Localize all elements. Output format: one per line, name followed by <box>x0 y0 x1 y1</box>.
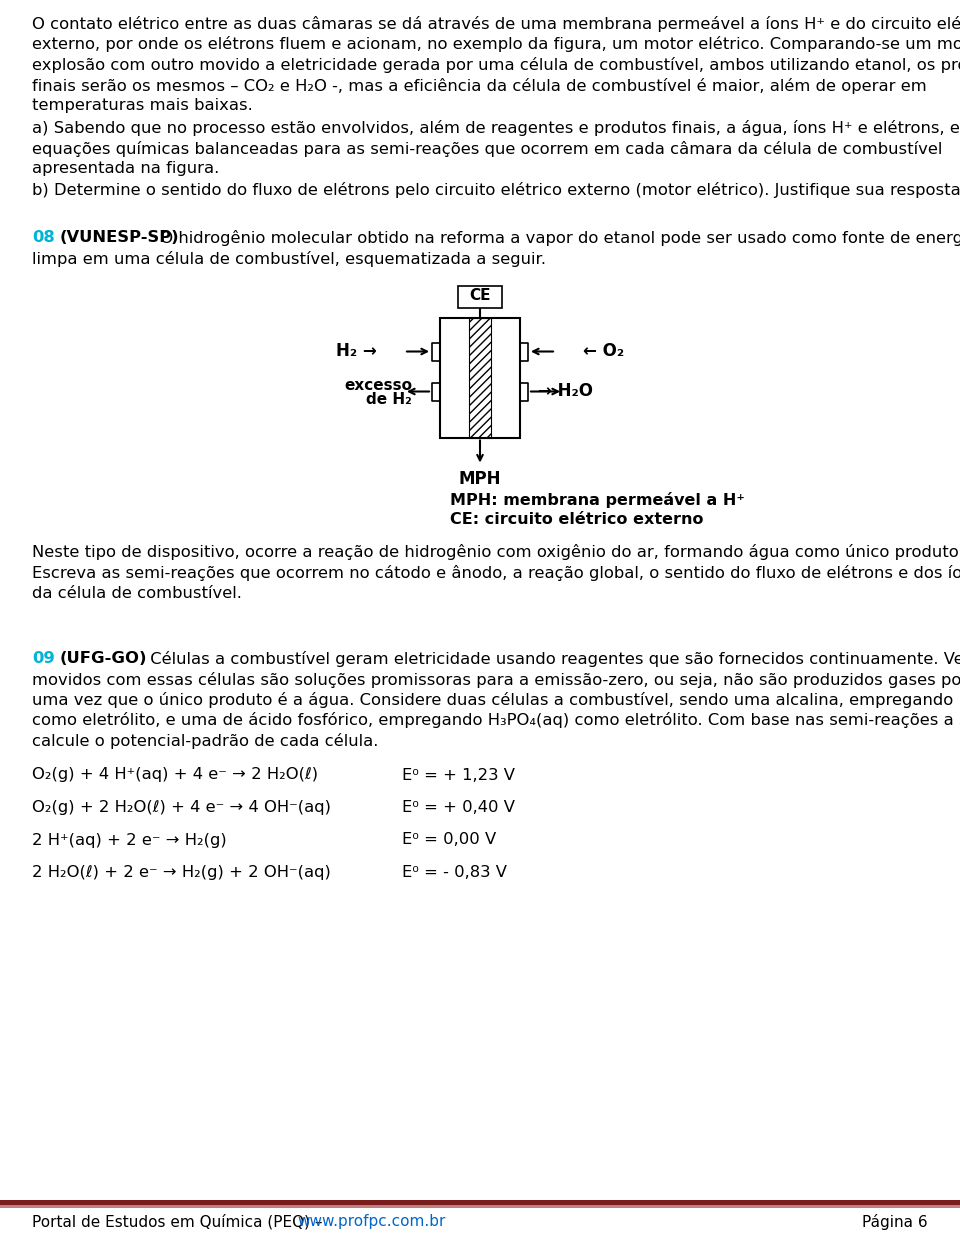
Text: O contato elétrico entre as duas câmaras se dá através de uma membrana permeável: O contato elétrico entre as duas câmaras… <box>32 16 960 32</box>
Text: equações químicas balanceadas para as semi-reações que ocorrem em cada câmara da: equações químicas balanceadas para as se… <box>32 141 943 157</box>
Text: ← O₂: ← O₂ <box>583 341 624 360</box>
Text: Células a combustível geram eletricidade usando reagentes que são fornecidos con: Células a combustível geram eletricidade… <box>145 651 960 667</box>
Text: CE: CE <box>469 288 491 303</box>
Text: apresentada na figura.: apresentada na figura. <box>32 162 219 177</box>
Text: O hidrogênio molecular obtido na reforma a vapor do etanol pode ser usado como f: O hidrogênio molecular obtido na reforma… <box>155 230 960 246</box>
Text: calcule o potencial-padrão de cada célula.: calcule o potencial-padrão de cada célul… <box>32 734 378 748</box>
Text: → H₂O: → H₂O <box>538 381 593 400</box>
Text: CE: circuito elétrico externo: CE: circuito elétrico externo <box>450 512 704 527</box>
Bar <box>469 318 491 438</box>
Text: 2 H₂O(ℓ) + 2 e⁻ → H₂(g) + 2 OH⁻(aq): 2 H₂O(ℓ) + 2 e⁻ → H₂(g) + 2 OH⁻(aq) <box>32 865 331 880</box>
Text: E⁰ = + 1,23 V: E⁰ = + 1,23 V <box>402 767 515 783</box>
Text: movidos com essas células são soluções promissoras para a emissão-zero, ou seja,: movidos com essas células são soluções p… <box>32 672 960 688</box>
Text: MPH: membrana permeável a H⁺: MPH: membrana permeável a H⁺ <box>450 492 745 508</box>
Text: limpa em uma célula de combustível, esquematizada a seguir.: limpa em uma célula de combustível, esqu… <box>32 251 546 267</box>
Text: finais serão os mesmos – CO₂ e H₂O -, mas a eficiência da célula de combustível : finais serão os mesmos – CO₂ e H₂O -, ma… <box>32 78 926 94</box>
Text: Neste tipo de dispositivo, ocorre a reação de hidrogênio com oxigênio do ar, for: Neste tipo de dispositivo, ocorre a reaç… <box>32 544 960 560</box>
Text: excesso: excesso <box>344 377 412 392</box>
Text: E⁰ = - 0,83 V: E⁰ = - 0,83 V <box>402 865 507 880</box>
Text: MPH: MPH <box>459 470 501 489</box>
Text: Página 6: Página 6 <box>862 1213 928 1230</box>
Text: como eletrólito, e uma de ácido fosfórico, empregando H₃PO₄(aq) como eletrólito.: como eletrólito, e uma de ácido fosfóric… <box>32 713 960 729</box>
Text: externo, por onde os elétrons fluem e acionam, no exemplo da figura, um motor el: externo, por onde os elétrons fluem e ac… <box>32 37 960 52</box>
Text: O₂(g) + 4 H⁺(aq) + 4 e⁻ → 2 H₂O(ℓ): O₂(g) + 4 H⁺(aq) + 4 e⁻ → 2 H₂O(ℓ) <box>32 767 318 783</box>
Text: 08: 08 <box>32 230 55 245</box>
Bar <box>0 1200 960 1205</box>
Text: Escreva as semi-reações que ocorrem no cátodo e ânodo, a reação global, o sentid: Escreva as semi-reações que ocorrem no c… <box>32 565 960 581</box>
Text: explosão com outro movido a eletricidade gerada por uma célula de combustível, a: explosão com outro movido a eletricidade… <box>32 57 960 73</box>
Text: uma vez que o único produto é a água. Considere duas células a combustível, send: uma vez que o único produto é a água. Co… <box>32 691 960 708</box>
Bar <box>440 318 520 438</box>
Text: (UFG-GO): (UFG-GO) <box>60 651 148 666</box>
Text: E⁰ = 0,00 V: E⁰ = 0,00 V <box>402 833 496 847</box>
Bar <box>458 286 502 308</box>
Text: (VUNESP-SP): (VUNESP-SP) <box>60 230 180 245</box>
Text: www.profpc.com.br: www.profpc.com.br <box>297 1213 445 1230</box>
Text: O₂(g) + 2 H₂O(ℓ) + 4 e⁻ → 4 OH⁻(aq): O₂(g) + 2 H₂O(ℓ) + 4 e⁻ → 4 OH⁻(aq) <box>32 800 331 815</box>
Text: de H₂: de H₂ <box>367 391 412 407</box>
Text: 09: 09 <box>32 651 55 666</box>
Text: E⁰ = + 0,40 V: E⁰ = + 0,40 V <box>402 800 515 815</box>
Text: temperaturas mais baixas.: temperaturas mais baixas. <box>32 98 252 113</box>
Text: H₂ →: H₂ → <box>336 341 377 360</box>
Text: 2 H⁺(aq) + 2 e⁻ → H₂(g): 2 H⁺(aq) + 2 e⁻ → H₂(g) <box>32 833 227 847</box>
Bar <box>0 1205 960 1209</box>
Text: Portal de Estudos em Química (PEQ) –: Portal de Estudos em Química (PEQ) – <box>32 1213 327 1230</box>
Text: b) Determine o sentido do fluxo de elétrons pelo circuito elétrico externo (moto: b) Determine o sentido do fluxo de elétr… <box>32 182 960 198</box>
Text: da célula de combustível.: da célula de combustível. <box>32 585 242 600</box>
Text: a) Sabendo que no processo estão envolvidos, além de reagentes e produtos finais: a) Sabendo que no processo estão envolvi… <box>32 120 960 136</box>
